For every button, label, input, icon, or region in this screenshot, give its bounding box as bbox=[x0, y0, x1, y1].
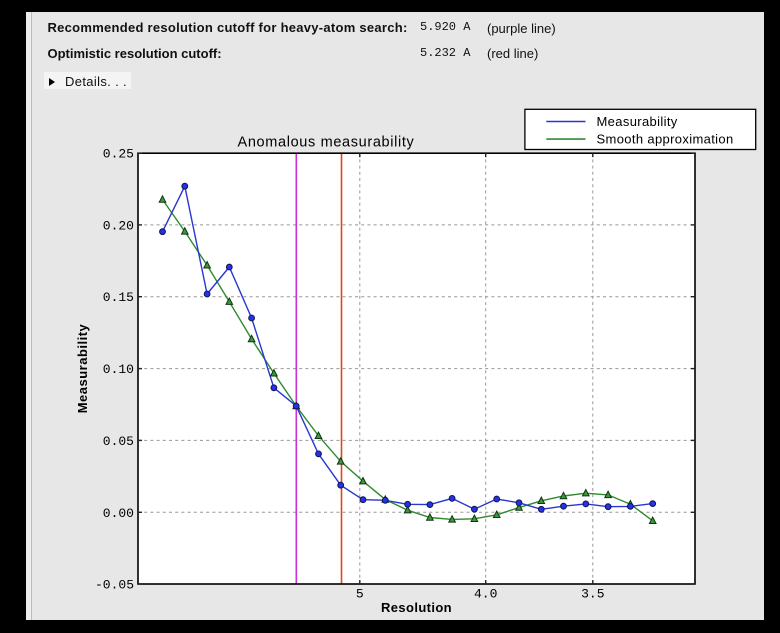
svg-text:5: 5 bbox=[356, 587, 364, 602]
svg-text:0.10: 0.10 bbox=[103, 362, 134, 377]
svg-text:0.20: 0.20 bbox=[103, 218, 134, 233]
svg-text:Anomalous measurability: Anomalous measurability bbox=[238, 135, 415, 151]
svg-text:3.5: 3.5 bbox=[581, 587, 604, 602]
svg-text:0.15: 0.15 bbox=[103, 290, 134, 305]
svg-text:0.05: 0.05 bbox=[103, 434, 134, 449]
svg-text:4.0: 4.0 bbox=[474, 587, 497, 602]
svg-text:Measurability: Measurability bbox=[75, 323, 90, 413]
svg-text:0.25: 0.25 bbox=[103, 147, 134, 162]
svg-text:Resolution: Resolution bbox=[381, 600, 452, 615]
svg-text:-0.05: -0.05 bbox=[95, 578, 134, 593]
svg-text:Measurability: Measurability bbox=[597, 114, 678, 129]
svg-text:0.00: 0.00 bbox=[103, 506, 134, 521]
svg-text:Smooth approximation: Smooth approximation bbox=[597, 132, 734, 147]
